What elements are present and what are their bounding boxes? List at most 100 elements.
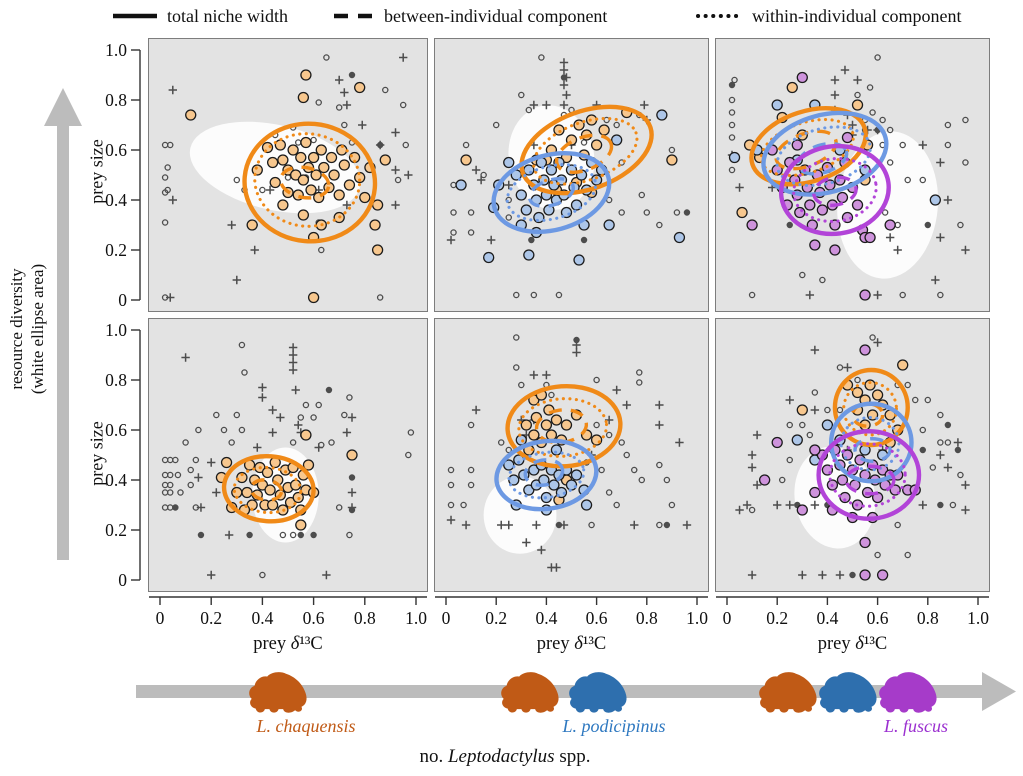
fuscus-point xyxy=(746,219,758,231)
open-circle-point xyxy=(879,116,886,124)
plus-point xyxy=(682,520,692,530)
chaquensis-point xyxy=(305,184,317,196)
x-tick-label: 0.2 xyxy=(200,608,222,628)
chaquensis-point xyxy=(300,69,312,81)
fuscus-total-ellipse xyxy=(778,143,891,237)
chaquensis-point xyxy=(590,434,603,446)
plus-point xyxy=(810,500,820,510)
open-circle-point xyxy=(636,369,643,376)
plus-point xyxy=(207,570,216,580)
open-circle-point xyxy=(957,221,964,229)
plus-point xyxy=(559,520,569,530)
plus-point xyxy=(194,473,203,482)
chaquensis-point xyxy=(266,156,279,169)
x-tick-label: 0.4 xyxy=(816,608,838,628)
plus-point xyxy=(810,345,820,355)
open-circle-point xyxy=(866,84,874,91)
open-circle-point xyxy=(405,451,412,459)
chaquensis-point xyxy=(297,174,310,186)
plus-point xyxy=(604,415,614,425)
dotted-line-icon xyxy=(696,14,743,18)
x-tick-label: 0.2 xyxy=(766,608,788,628)
open-circle-point xyxy=(233,176,241,184)
plus-point xyxy=(961,505,970,515)
plus-point xyxy=(943,195,953,205)
chaquensis-within-ellipse xyxy=(842,380,898,437)
plus-point xyxy=(735,183,744,192)
open-circle-point xyxy=(806,431,814,439)
fuscus-point xyxy=(829,244,841,256)
chaquensis-point xyxy=(796,404,808,416)
open-circle-point xyxy=(174,471,182,479)
plus-point xyxy=(471,405,481,415)
open-circle-point xyxy=(166,481,174,489)
open-circle-point xyxy=(513,334,520,341)
plus-point xyxy=(258,383,267,392)
chaquensis-point xyxy=(236,471,248,484)
chaquensis-point xyxy=(297,91,310,104)
plus-point xyxy=(166,293,175,302)
plus-point xyxy=(742,500,752,510)
plus-point xyxy=(294,420,303,430)
open-circle-point xyxy=(548,391,555,399)
podicipinus-point xyxy=(611,134,623,146)
plus-point xyxy=(486,235,496,245)
fuscus-point xyxy=(839,491,851,504)
fuscus-within-ellipse xyxy=(828,442,907,508)
chaquensis-point xyxy=(369,219,381,231)
plus-point xyxy=(314,443,323,452)
dark-point xyxy=(172,504,179,511)
plus-point xyxy=(347,488,357,497)
plus-point xyxy=(196,503,206,512)
open-circle-point xyxy=(341,121,348,129)
open-circle-point xyxy=(402,141,410,149)
open-circle-point xyxy=(874,551,881,559)
open-circle-point xyxy=(962,159,969,166)
fuscus-point xyxy=(859,344,871,356)
open-circle-point xyxy=(238,341,246,349)
open-circle-point xyxy=(447,501,455,509)
y-tick-label: 0.6 xyxy=(105,140,127,160)
open-circle-point xyxy=(161,189,169,196)
y-tick-label: 0 xyxy=(118,570,127,590)
chaquensis-point xyxy=(851,386,864,399)
open-circle-point xyxy=(315,99,322,106)
open-circle-point xyxy=(869,334,876,341)
open-circle-point xyxy=(656,521,663,529)
podicipinus-point xyxy=(548,479,560,491)
chaquensis-point xyxy=(328,169,340,181)
chaquensis-point xyxy=(553,124,565,136)
dark-point xyxy=(197,531,205,539)
dark-point xyxy=(849,571,856,579)
chaquensis-point xyxy=(666,154,678,166)
dark-point xyxy=(310,531,317,539)
plus-point xyxy=(529,100,539,110)
open-circle-point xyxy=(957,471,964,479)
y-tick-label: 0 xyxy=(118,290,127,310)
y-tick-label: 0.2 xyxy=(105,520,127,540)
frog-icon xyxy=(879,672,937,713)
x-tick-label: 1.0 xyxy=(967,608,989,628)
plus-point xyxy=(268,428,277,437)
open-circle-point xyxy=(467,229,475,236)
open-circle-point xyxy=(894,521,901,529)
podicipinus-within-ellipse xyxy=(839,415,901,472)
podicipinus-point xyxy=(656,109,668,121)
x-axis-caption: no. Leptodactylus spp. xyxy=(419,746,591,767)
fuscus-between-ellipse xyxy=(844,464,896,496)
plus-point xyxy=(747,463,757,472)
podicipinus-point xyxy=(483,251,495,264)
open-circle-point xyxy=(929,464,937,471)
plus-point xyxy=(853,75,862,85)
open-circle-point xyxy=(613,501,620,509)
x-tick-label: 1.0 xyxy=(686,608,708,628)
open-circle-point xyxy=(467,209,475,216)
frog-icon xyxy=(759,672,817,713)
open-circle-point xyxy=(937,291,944,299)
chaquensis-point xyxy=(261,466,274,479)
plus-point xyxy=(391,200,400,210)
chaquensis-within-ellipse xyxy=(232,465,303,515)
chaquensis-point xyxy=(550,414,563,426)
plus-point xyxy=(931,275,940,285)
